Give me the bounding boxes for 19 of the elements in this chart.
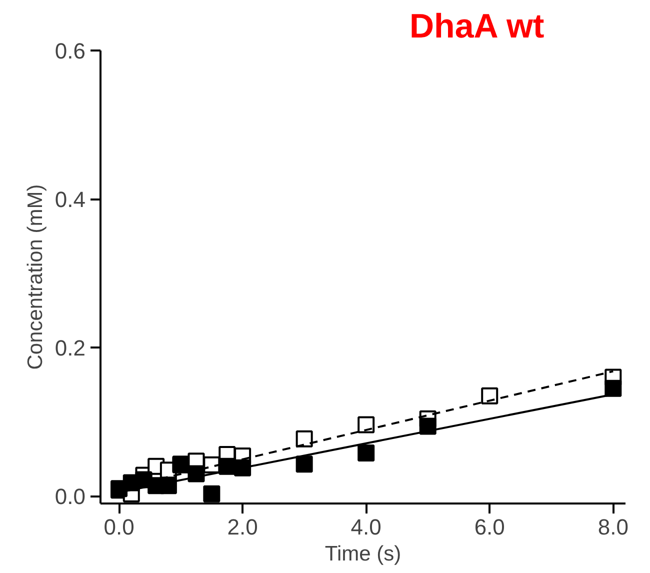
y-tick-label: 0.2 bbox=[54, 336, 86, 361]
x-tick-label: 8.0 bbox=[598, 514, 628, 540]
point bbox=[358, 444, 375, 462]
x-tick-label: 0.0 bbox=[104, 514, 134, 540]
point bbox=[296, 456, 313, 473]
point bbox=[296, 430, 313, 448]
point bbox=[203, 485, 220, 502]
point bbox=[604, 380, 622, 397]
point bbox=[481, 387, 498, 404]
x-tick-label: 6.0 bbox=[474, 514, 505, 540]
x-axis-title: Time (s) bbox=[324, 542, 402, 566]
y-axis-title: Concentration (mM) bbox=[24, 184, 47, 370]
y-tick-label: 0.4 bbox=[54, 187, 86, 212]
x-tick-label: 2.0 bbox=[227, 514, 258, 540]
y-tick-label: 0.0 bbox=[54, 484, 86, 510]
point bbox=[358, 416, 375, 434]
chart-title: DhaA wt bbox=[410, 8, 544, 46]
y-tick-label: 0.6 bbox=[54, 38, 86, 64]
x-tick-label: 4.0 bbox=[350, 514, 382, 540]
